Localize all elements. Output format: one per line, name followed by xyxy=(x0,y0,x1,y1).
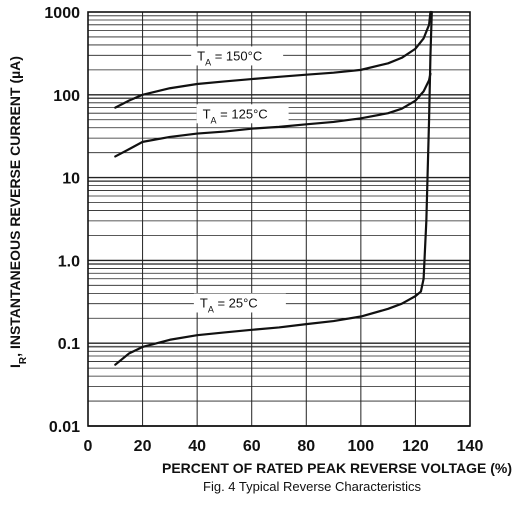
series-label-bg xyxy=(191,46,284,66)
series-label-rest: = 150°C xyxy=(211,48,262,63)
series-label-bg xyxy=(193,293,286,313)
series-label-bg xyxy=(196,104,289,124)
grid xyxy=(88,12,470,427)
series-line-1 xyxy=(114,72,432,158)
series-label-main: T xyxy=(203,106,211,121)
x-tick-label: 140 xyxy=(457,438,484,455)
x-tick-label: 20 xyxy=(134,438,152,455)
series-label-2: TA = 25°C xyxy=(200,295,258,314)
x-tick-label: 120 xyxy=(402,438,429,455)
y-axis-title-rest: , INSTANTANEOUS REVERSE CURRENT (µA) xyxy=(7,56,23,357)
series-label-1: TA = 125°C xyxy=(203,106,268,125)
plot-frame xyxy=(87,11,471,427)
x-tick-label: 100 xyxy=(348,438,375,455)
y-axis-title-sub: R xyxy=(18,356,29,364)
y-tick-label: 100 xyxy=(53,88,80,105)
x-tick-label: 80 xyxy=(297,438,315,455)
x-tick-label: 40 xyxy=(188,438,206,455)
y-axis-title-main: I xyxy=(7,364,23,368)
y-tick-label: 10 xyxy=(62,171,80,188)
figure-caption: Fig. 4 Typical Reverse Characteristics xyxy=(203,479,421,494)
x-tick-labels: 0 20 40 60 80 100 120 140 xyxy=(84,438,484,455)
series-label-sub: A xyxy=(211,115,217,125)
series-label-0: TA = 150°C xyxy=(197,48,262,67)
series-label-main: T xyxy=(197,48,205,63)
y-tick-label: 0.01 xyxy=(49,419,80,436)
series-label-rest: = 25°C xyxy=(214,295,258,310)
series-label-sub: A xyxy=(205,57,211,67)
series-labels: TA = 150°CTA = 125°CTA = 25°C xyxy=(191,46,289,314)
y-tick-label: 1000 xyxy=(44,5,80,22)
series-label-main: T xyxy=(200,295,208,310)
series-line-2 xyxy=(114,10,433,366)
x-tick-label: 60 xyxy=(243,438,261,455)
x-tick-label: 0 xyxy=(84,438,93,455)
y-tick-label: 1.0 xyxy=(58,253,80,270)
y-axis-title: IR, INSTANTANEOUS REVERSE CURRENT (µA) xyxy=(7,56,29,368)
x-axis-title: PERCENT OF RATED PEAK REVERSE VOLTAGE (%… xyxy=(162,460,512,476)
series-label-sub: A xyxy=(208,304,214,314)
series-group xyxy=(114,10,433,366)
series-label-rest: = 125°C xyxy=(217,106,268,121)
y-tick-labels: 0.01 0.1 1.0 10 100 1000 xyxy=(44,5,80,436)
series-line-0 xyxy=(114,10,432,109)
y-tick-label: 0.1 xyxy=(58,336,80,353)
